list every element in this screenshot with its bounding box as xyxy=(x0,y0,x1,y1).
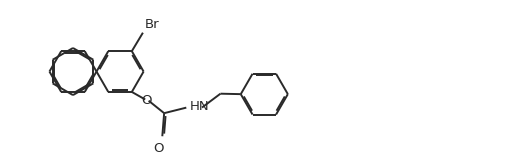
Text: Br: Br xyxy=(145,18,160,31)
Text: O: O xyxy=(153,142,164,155)
Text: HN: HN xyxy=(189,100,209,113)
Text: O: O xyxy=(141,94,152,107)
